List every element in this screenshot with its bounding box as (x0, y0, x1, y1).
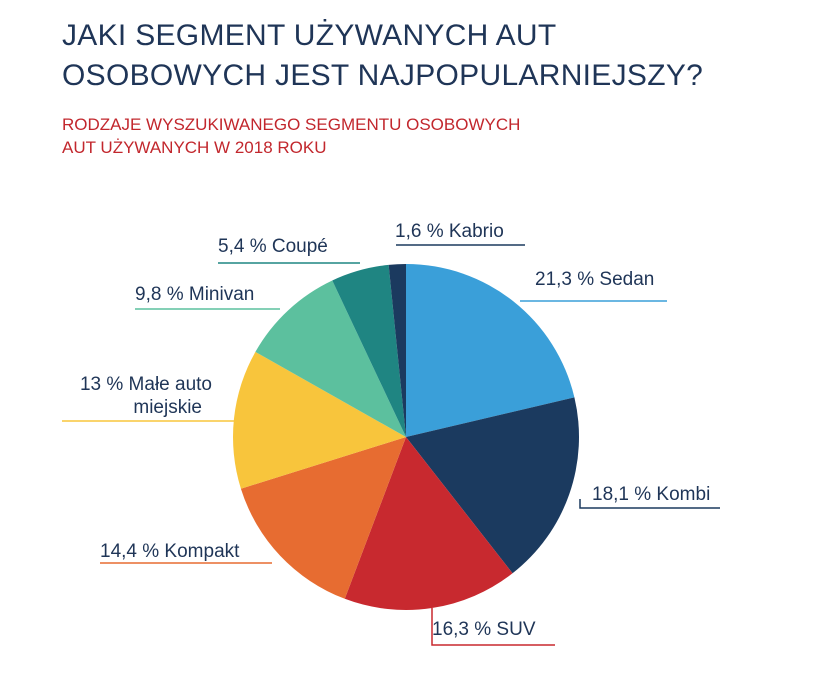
slice-label-4-line-1: 14,4 % Kompakt (100, 541, 240, 562)
slice-label-6-line-1: 9,8 % Minivan (135, 284, 254, 305)
slice-label-2-line-1: 18,1 % Kombi (592, 484, 710, 505)
pie-slice-8 (388, 264, 406, 437)
slice-label-3-line-1: 16,3 % SUV (432, 619, 536, 640)
pie-slice-6 (255, 280, 406, 437)
leader-line-2 (579, 499, 720, 509)
chart-title-line-2: OSOBOWYCH JEST NAJPOPULARNIEJSZY? (62, 59, 704, 92)
leader-line-3 (431, 608, 555, 646)
slice-label-2: 18,1 % Kombi (592, 484, 710, 505)
chart-title-line-1: JAKI SEGMENT UŻYWANYCH AUT (62, 19, 557, 52)
chart-subtitle-line-2: AUT UŻYWANYCH W 2018 ROKU (62, 138, 327, 157)
slice-label-7-line-1: 5,4 % Coupé (218, 236, 328, 257)
pie-slices (233, 264, 579, 610)
slice-label-6: 9,8 % Minivan (135, 284, 254, 305)
slice-label-5: 13 % Małe auto miejskie (80, 374, 212, 418)
label-leader-lines (62, 244, 720, 646)
slice-label-1: 21,3 % Sedan (535, 269, 654, 290)
pie-slice-5 (233, 351, 406, 489)
pie-slice-2 (406, 397, 579, 574)
slice-label-3: 16,3 % SUV (432, 619, 536, 640)
pie-slice-4 (240, 437, 406, 599)
slice-label-8-line-1: 1,6 % Kabrio (395, 221, 504, 242)
slice-label-8: 1,6 % Kabrio (395, 221, 504, 242)
slice-labels: 21,3 % Sedan 18,1 % Kombi 16,3 % SUV 14,4 %… (80, 221, 710, 640)
chart-subtitle: RODZAJE WYSZUKIWANEGO SEGMENTU OSOBOWYCH… (62, 113, 520, 159)
slice-label-4: 14,4 % Kompakt (100, 541, 240, 562)
pie-slice-1 (406, 264, 575, 437)
slice-label-7: 5,4 % Coupé (218, 236, 328, 257)
chart-title: JAKI SEGMENT UŻYWANYCH AUT OSOBOWYCH JES… (62, 16, 703, 96)
chart-subtitle-line-1: RODZAJE WYSZUKIWANEGO SEGMENTU OSOBOWYCH (62, 115, 521, 134)
slice-label-5-line-2: miejskie (133, 397, 202, 418)
slice-label-5-line-1: 13 % Małe auto (80, 374, 212, 395)
slice-label-1-line-1: 21,3 % Sedan (535, 269, 654, 290)
pie-slice-3 (344, 437, 513, 610)
pie-slice-7 (332, 264, 406, 437)
